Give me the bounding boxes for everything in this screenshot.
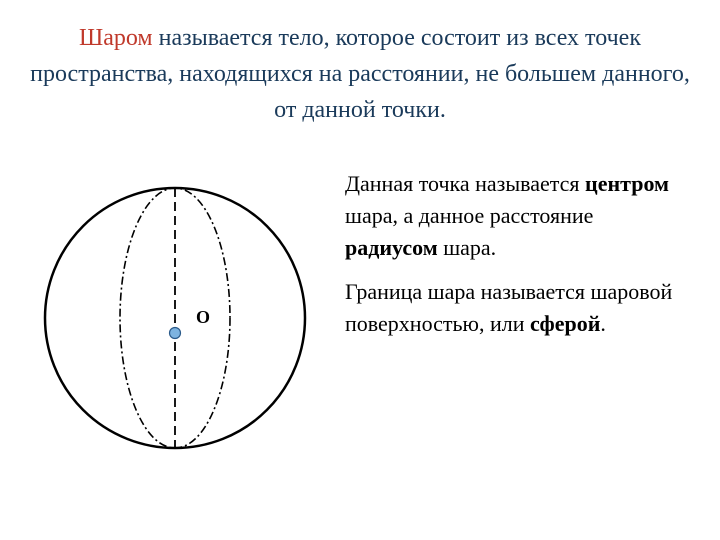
paragraph-1: Данная точка называется центром шара, а … — [345, 168, 690, 264]
p1-bold-radius: радиусом — [345, 235, 438, 260]
definition-title: Шаром называется тело, которое состоит и… — [30, 20, 690, 128]
sphere-diagram: О — [30, 163, 320, 473]
p1-bold-center: центром — [585, 171, 669, 196]
paragraph-2: Граница шара называется шаровой поверхно… — [345, 276, 690, 340]
content-row: О Данная точка называется центром шара, … — [30, 163, 690, 473]
p1-post: шара. — [438, 235, 496, 260]
explanation-text: Данная точка называется центром шара, а … — [345, 163, 690, 351]
p1-mid: шара, а данное расстояние — [345, 203, 593, 228]
center-point — [170, 328, 181, 339]
p1-pre: Данная точка называется — [345, 171, 585, 196]
title-keyword: Шаром — [79, 25, 153, 51]
p2-post: . — [600, 311, 606, 336]
p2-bold-sphere: сферой — [530, 311, 600, 336]
center-label: О — [196, 307, 210, 327]
p2-pre: Граница шара называется шаровой поверхно… — [345, 279, 672, 336]
